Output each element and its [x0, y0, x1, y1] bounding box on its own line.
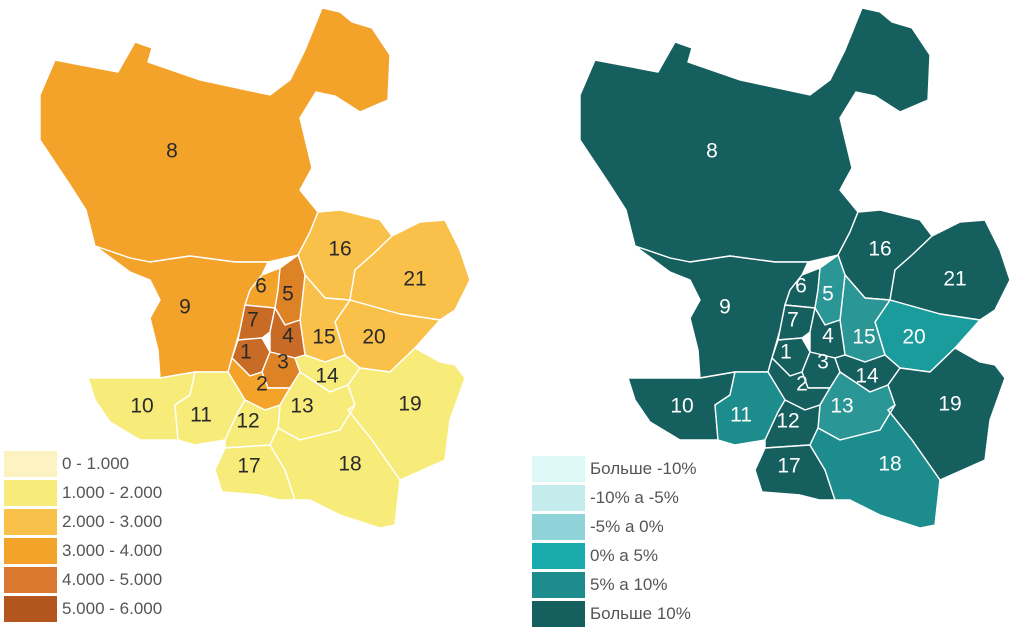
legend-swatch	[532, 485, 585, 511]
legend-swatch	[532, 572, 585, 598]
district-label-3: 3	[817, 351, 829, 374]
legend-item: 0% a 5%	[532, 543, 658, 569]
legend-item: 3.000 - 4.000	[4, 538, 162, 564]
district-label-9: 9	[179, 296, 191, 319]
legend-swatch	[532, 514, 585, 540]
district-label-5: 5	[822, 283, 834, 306]
district-label-15: 15	[852, 326, 875, 349]
district-label-12: 12	[776, 410, 799, 433]
legend-swatch	[4, 509, 57, 535]
legend-item: 0 - 1.000	[4, 451, 129, 477]
legend-item: -10% a -5%	[532, 485, 679, 511]
legend-label: -5% a 0%	[590, 517, 664, 536]
district-label-20: 20	[902, 326, 925, 349]
legend-label: 0% a 5%	[590, 546, 659, 565]
district-label-2: 2	[256, 373, 268, 396]
legend-swatch	[4, 538, 57, 564]
district-label-12: 12	[236, 410, 259, 433]
legend-swatch	[4, 567, 57, 593]
district-label-13: 13	[290, 395, 313, 418]
district-label-6: 6	[255, 275, 267, 298]
district-label-10: 10	[130, 395, 153, 418]
district-11	[714, 371, 786, 446]
legend-label: -10% a -5%	[590, 488, 679, 507]
district-label-18: 18	[338, 453, 361, 476]
district-label-1: 1	[240, 341, 252, 364]
district-label-13: 13	[830, 395, 853, 418]
legend-label: 1.000 - 2.000	[62, 483, 163, 502]
legend-swatch	[532, 543, 585, 569]
district-label-1: 1	[780, 341, 792, 364]
district-label-11: 11	[190, 404, 212, 427]
district-label-2: 2	[796, 373, 808, 396]
district-label-14: 14	[315, 365, 339, 388]
legend-swatch	[532, 456, 585, 482]
legend-swatch	[4, 451, 57, 477]
legend-swatch	[4, 596, 57, 622]
legend-label: 5.000 - 6.000	[62, 599, 163, 618]
district-label-3: 3	[277, 351, 289, 374]
legend-label: Больше -10%	[590, 459, 697, 478]
legend-label: 4.000 - 5.000	[62, 570, 163, 589]
legend-item: 1.000 - 2.000	[4, 480, 162, 506]
legend-label: 5% a 10%	[590, 575, 668, 594]
district-label-18: 18	[878, 453, 901, 476]
district-label-19: 19	[938, 393, 961, 416]
legend-swatch	[4, 480, 57, 506]
district-label-8: 8	[706, 140, 718, 163]
district-label-20: 20	[362, 326, 385, 349]
district-label-14: 14	[855, 365, 879, 388]
district-label-15: 15	[312, 326, 335, 349]
district-label-11: 11	[730, 404, 752, 427]
legend-item: 5.000 - 6.000	[4, 596, 162, 622]
district-11	[174, 371, 246, 446]
legend-label: Больше 10%	[590, 604, 691, 623]
district-label-8: 8	[166, 140, 178, 163]
legend-item: 4.000 - 5.000	[4, 567, 162, 593]
district-18	[809, 404, 941, 529]
district-label-4: 4	[282, 325, 294, 348]
legend-item: 2.000 - 3.000	[4, 509, 162, 535]
district-label-17: 17	[237, 455, 260, 478]
legend-item: 5% a 10%	[532, 572, 668, 598]
legend-label: 2.000 - 3.000	[62, 512, 163, 531]
legend-item: Больше 10%	[532, 601, 691, 627]
district-label-21: 21	[403, 268, 426, 291]
district-label-5: 5	[282, 283, 294, 306]
legend-item: -5% a 0%	[532, 514, 664, 540]
district-21	[349, 219, 471, 321]
district-label-17: 17	[777, 455, 800, 478]
legend-swatch	[532, 601, 585, 627]
district-label-21: 21	[943, 268, 966, 291]
legend-item: Больше -10%	[532, 456, 697, 482]
district-label-9: 9	[719, 296, 731, 319]
legend-label: 0 - 1.000	[62, 454, 130, 473]
district-18	[269, 404, 401, 529]
legend-label: 3.000 - 4.000	[62, 541, 163, 560]
district-label-19: 19	[398, 393, 421, 416]
district-label-10: 10	[670, 395, 693, 418]
district-label-7: 7	[247, 309, 259, 332]
district-label-16: 16	[328, 238, 351, 261]
district-label-6: 6	[795, 275, 807, 298]
district-label-16: 16	[868, 238, 891, 261]
district-21	[889, 219, 1011, 321]
district-label-4: 4	[822, 325, 834, 348]
district-label-7: 7	[787, 309, 799, 332]
